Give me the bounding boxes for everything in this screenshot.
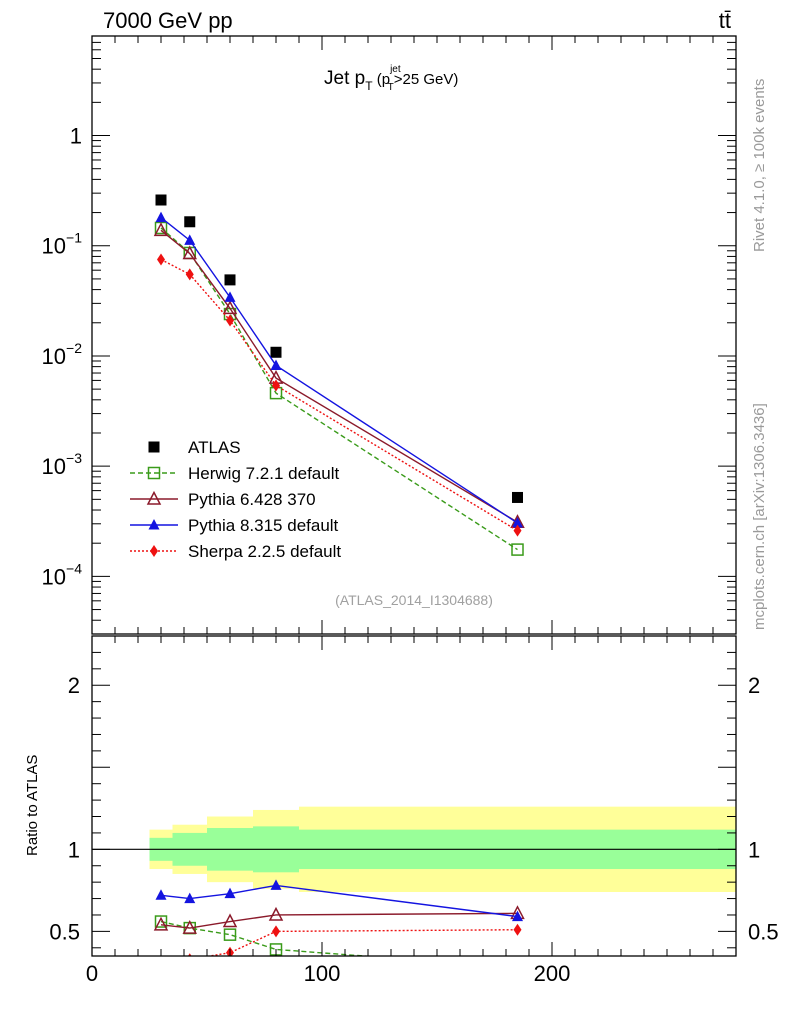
ratio-ytick-label-left-1: 1 bbox=[68, 837, 80, 862]
sherpa-2-2-5-default-point-2 bbox=[226, 314, 234, 327]
pythia-6-428-370-main-line bbox=[160, 229, 518, 523]
main-ytick-label-base-1: 10 bbox=[42, 234, 66, 259]
herwig-7-2-1-default-ratio-point-0 bbox=[154, 915, 168, 928]
pythia-6-428-370-point-2 bbox=[222, 300, 238, 315]
title-cut-open: (p bbox=[373, 71, 391, 88]
main-series-layer bbox=[153, 194, 525, 556]
herwig-7-2-1-default-ratio-line bbox=[160, 920, 374, 956]
main-ytick-label-2: 10−2 bbox=[42, 340, 83, 369]
main-ytick-label-base-0: 1 bbox=[70, 124, 82, 149]
title-main-sub: T bbox=[365, 79, 373, 93]
legend-marker-sherpa-2-2-5-default bbox=[150, 545, 158, 557]
ratio-series-layer bbox=[153, 879, 525, 973]
legend: ATLAS Herwig 7.2.1 default Pythia 6.428 37… bbox=[130, 438, 341, 561]
pythia-8-315-default-ratio-point-4 bbox=[512, 910, 523, 922]
header-energy-label: 7000 GeV pp bbox=[103, 8, 233, 33]
ratio-ytick-label-left-2: 2 bbox=[68, 673, 80, 698]
sherpa-2-2-5-default-point-0 bbox=[157, 253, 165, 266]
pythia-6-428-370-ratio-point-1 bbox=[182, 919, 197, 934]
pythia-8-315-default-point-2 bbox=[224, 291, 236, 302]
ratio-frame bbox=[91, 635, 737, 957]
legend-label-pythia-6-428-370: Pythia 6.428 370 bbox=[188, 490, 316, 509]
pythia-8-315-default-ratio-point-2 bbox=[224, 887, 236, 899]
legend-label-atlas: ATLAS bbox=[188, 438, 241, 457]
pythia-8-315-default-ratio-point-1 bbox=[184, 892, 196, 904]
herwig-7-2-1-default-ratio-point-4 bbox=[512, 962, 523, 973]
pythia-8-315-default-ratio-point-3 bbox=[270, 879, 282, 890]
atlas-point-1 bbox=[184, 216, 196, 228]
x-tick-label-100: 100 bbox=[304, 961, 341, 986]
legend-label-sherpa-2-2-5-default: Sherpa 2.2.5 default bbox=[188, 542, 341, 561]
pythia-6-428-370-point-1 bbox=[182, 245, 197, 260]
herwig-7-2-1-default-ratio-point-2 bbox=[223, 928, 237, 941]
title-cut-sub: T bbox=[388, 82, 394, 93]
pythia-6-428-370-ratio-point-0 bbox=[153, 916, 169, 931]
plot-title: Jet pT (pjet T>25 GeV) bbox=[324, 64, 458, 93]
pythia-8-315-default-point-1 bbox=[184, 234, 196, 245]
header-process-label: tt̄ bbox=[719, 8, 731, 33]
herwig-7-2-1-default-main-line bbox=[160, 227, 518, 551]
main-ytick-label-0: 1 bbox=[70, 124, 82, 149]
sherpa-2-2-5-default-ratio-point-4 bbox=[513, 923, 522, 936]
pythia-6-428-370-point-0 bbox=[153, 222, 169, 237]
pythia-6-428-370-ratio-point-3 bbox=[268, 906, 284, 921]
mcplots-credit-label: mcplots.cern.ch [arXiv:1306.3436] bbox=[751, 403, 768, 630]
main-ytick-label-exp-2: −2 bbox=[66, 340, 82, 356]
pythia-8-315-default-point-4 bbox=[512, 516, 523, 528]
pythia-8-315-default-point-0 bbox=[155, 211, 167, 223]
atlas-point-2 bbox=[224, 274, 236, 286]
main-ytick-label-base-3: 10 bbox=[42, 454, 66, 479]
ratio-ytick-label-left-0: 0.5 bbox=[49, 919, 80, 944]
main-ytick-label-exp-1: −1 bbox=[66, 230, 82, 246]
sherpa-2-2-5-default-ratio-point-3 bbox=[272, 925, 280, 938]
legend-label-herwig-7-2-1-default: Herwig 7.2.1 default bbox=[188, 464, 339, 483]
title-cut-close: >25 GeV) bbox=[394, 71, 459, 88]
sherpa-2-2-5-default-ratio-point-1 bbox=[187, 953, 192, 956]
legend-label-pythia-8-315-default: Pythia 8.315 default bbox=[188, 516, 339, 535]
analysis-watermark: (ATLAS_2014_I1304688) bbox=[335, 592, 493, 608]
ratio-ytick-label-right-2: 2 bbox=[748, 673, 760, 698]
atlas-point-4 bbox=[512, 491, 523, 503]
main-ytick-label-4: 10−4 bbox=[42, 560, 83, 589]
pythia-6-428-370-ratio-point-2 bbox=[222, 913, 238, 928]
legend-marker-atlas bbox=[148, 441, 160, 453]
x-tick-label-0: 0 bbox=[86, 961, 98, 986]
main-ytick-label-base-2: 10 bbox=[42, 344, 66, 369]
main-ytick-label-exp-3: −3 bbox=[66, 450, 82, 466]
ratio-ylabel: Ratio to ATLAS bbox=[24, 755, 41, 856]
legend-marker-pythia-8-315-default bbox=[148, 519, 160, 530]
pythia-6-428-370-ratio-line bbox=[160, 912, 518, 929]
title-cut-sup: jet bbox=[389, 64, 401, 75]
ratio-ytick-label-right-0: 0.5 bbox=[748, 919, 779, 944]
sherpa-2-2-5-default-point-1 bbox=[185, 268, 194, 281]
ratio-ytick-label-right-1: 1 bbox=[748, 837, 760, 862]
pythia-8-315-default-ratio-point-0 bbox=[155, 889, 167, 900]
legend-marker-herwig-7-2-1-default bbox=[147, 466, 161, 480]
atlas-point-3 bbox=[270, 346, 282, 358]
x-tick-label-200: 200 bbox=[534, 961, 571, 986]
main-ytick-label-1: 10−1 bbox=[42, 230, 83, 259]
legend-marker-pythia-6-428-370 bbox=[146, 490, 162, 505]
main-ytick-label-base-4: 10 bbox=[42, 564, 66, 589]
title-main: Jet p bbox=[324, 68, 365, 89]
sherpa-2-2-5-default-ratio-line bbox=[205, 929, 518, 956]
pythia-8-315-default-point-3 bbox=[270, 359, 282, 370]
sherpa-2-2-5-default-ratio-point-0 bbox=[157, 961, 165, 973]
main-ytick-label-3: 10−3 bbox=[42, 450, 83, 479]
herwig-7-2-1-default-point-4 bbox=[511, 543, 524, 556]
atlas-point-0 bbox=[155, 194, 167, 206]
sherpa-2-2-5-default-point-3 bbox=[272, 379, 280, 392]
rivet-version-label: Rivet 4.1.0, ≥ 100k events bbox=[751, 79, 768, 252]
sherpa-2-2-5-default-point-4 bbox=[513, 524, 522, 537]
main-ytick-label-exp-4: −4 bbox=[66, 560, 82, 576]
